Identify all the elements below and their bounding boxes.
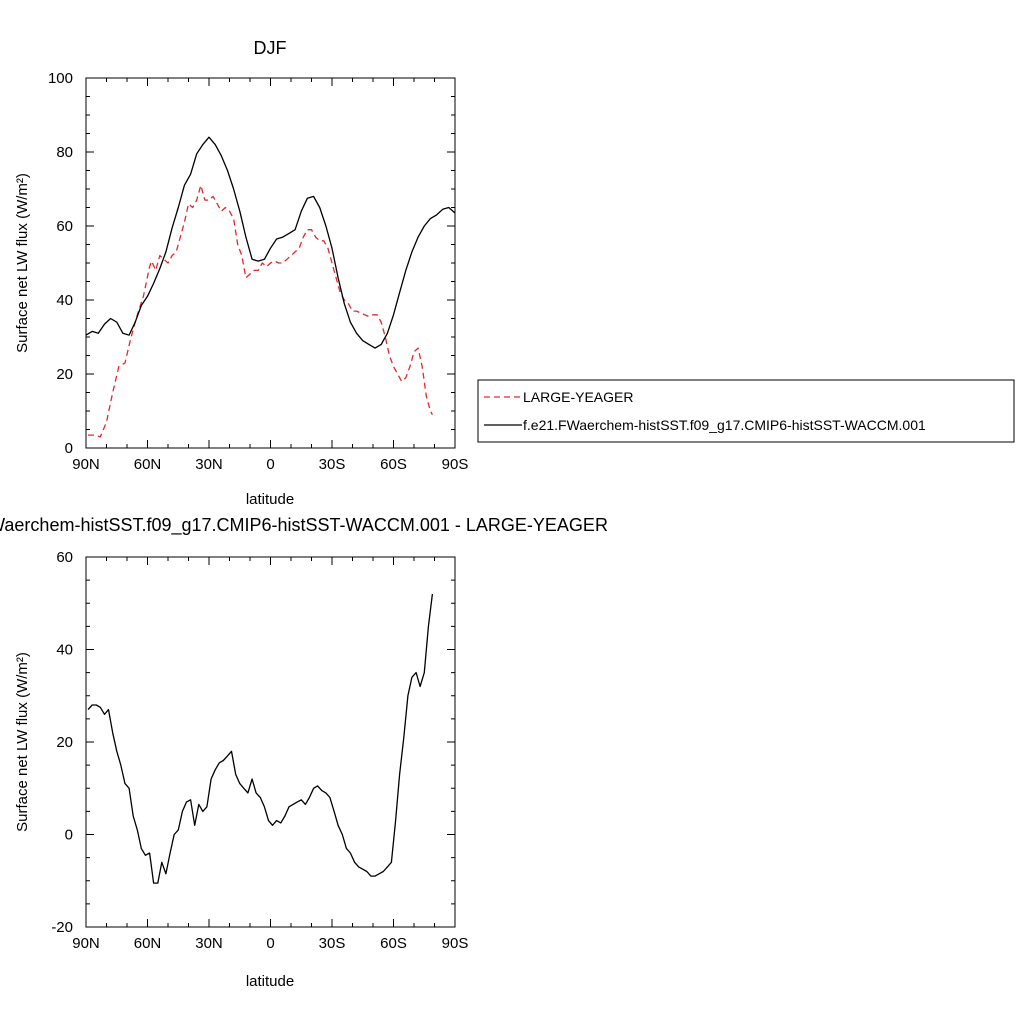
bottom-series-group	[87, 593, 434, 884]
bottom-plot-frame	[85, 556, 456, 928]
top-xtick-label: 90S	[442, 456, 469, 473]
bottom-xtick-label: 90N	[72, 935, 100, 952]
top-series-line-f-e21-fwaerchem-histsst-f09-g17-cmip6-histsst-waccm-001	[85, 136, 456, 349]
top-ylabel-text: Surface net LW flux (W/m²)	[14, 173, 31, 353]
legend-box	[477, 379, 1015, 443]
top-ytick-label: 60	[56, 218, 73, 235]
top-xlabel: latitude	[246, 491, 294, 508]
top-xtick-label: 30N	[195, 456, 223, 473]
bottom-xtick-label: 0	[266, 935, 274, 952]
top-ytick-label: 20	[56, 366, 73, 383]
top-xtick-label: 60N	[134, 456, 162, 473]
bottom-xtick-label: 90S	[442, 935, 469, 952]
bottom-xtick-label: 30N	[195, 935, 223, 952]
top-ytick-label: 40	[56, 292, 73, 309]
top-axes: 90N 60N 30N 0 30S 60S 90S 0 20 40 60 80 100	[48, 70, 468, 473]
bottom-xlabel: latitude	[246, 973, 294, 990]
bottom-xtick-label: 60N	[134, 935, 162, 952]
legend: LARGE-YEAGER f.e21.FWaerchem-histSST.f09…	[477, 379, 1015, 443]
panel-top: DJF 90N 60N 30N 0 30S 60S 90S 0 20 40 60 80 100 lati…	[14, 38, 468, 508]
top-ylabel: Surface net LW flux (W/m²)	[14, 173, 31, 353]
top-series-group	[85, 136, 456, 438]
top-xtick-label: 90N	[72, 456, 100, 473]
bottom-ytick-label: 40	[56, 642, 73, 659]
top-xtick-label: 60S	[380, 456, 407, 473]
legend-label-waccm: f.e21.FWaerchem-histSST.f09_g17.CMIP6-hi…	[523, 417, 926, 433]
panel-bottom: f.e21.FWaerchem-histSST.f09_g17.CMIP6-hi…	[0, 515, 608, 990]
bottom-ylabel: Surface net LW flux (W/m²)	[14, 652, 31, 832]
bottom-axes: 90N 60N 30N 0 30S 60S 90S -20 0 20 40 60	[51, 549, 468, 952]
top-xtick-label: 30S	[319, 456, 346, 473]
bottom-title: f.e21.FWaerchem-histSST.f09_g17.CMIP6-hi…	[0, 515, 608, 536]
top-ytick-label: 80	[56, 144, 73, 161]
top-plot-frame	[85, 77, 456, 449]
bottom-xtick-label: 60S	[380, 935, 407, 952]
bottom-ytick-label: 60	[56, 549, 73, 566]
legend-label-large-yeager: LARGE-YEAGER	[523, 389, 633, 405]
bottom-ytick-label: -20	[51, 919, 73, 936]
top-title: DJF	[254, 38, 287, 58]
bottom-ytick-label: 20	[56, 734, 73, 751]
top-ytick-label: 100	[48, 70, 73, 87]
bottom-series-line-diff-0	[87, 593, 434, 884]
top-xtick-label: 0	[266, 456, 274, 473]
bottom-ytick-label: 0	[65, 827, 73, 844]
top-ytick-label: 0	[65, 440, 73, 457]
bottom-ylabel-text: Surface net LW flux (W/m²)	[14, 652, 31, 832]
top-series-line-large-yeager	[88, 184, 433, 438]
bottom-xtick-label: 30S	[319, 935, 346, 952]
